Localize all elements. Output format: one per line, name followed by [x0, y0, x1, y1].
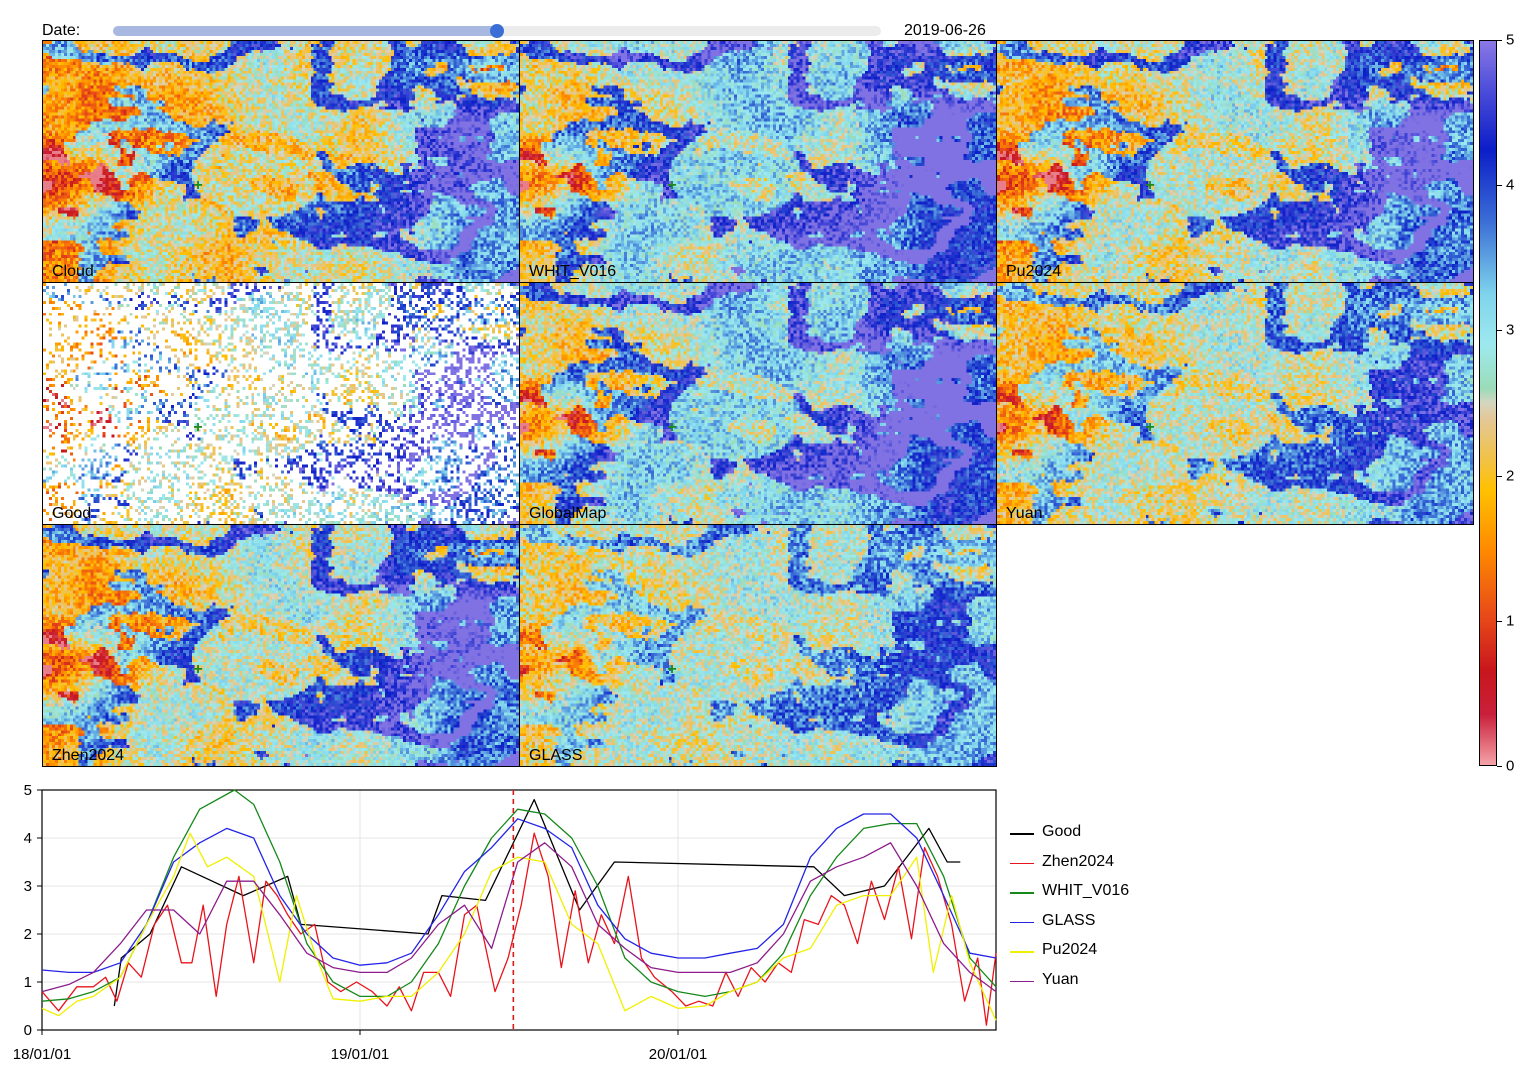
map-panel-whit-v016[interactable]: + WHIT_V016: [519, 40, 997, 283]
y-tick-label: 4: [24, 830, 32, 847]
location-marker-icon: +: [667, 177, 677, 194]
legend-label: Yuan: [1042, 970, 1079, 988]
map-panel-label: GLASS: [529, 747, 583, 764]
series-line-whit-v016: [41, 789, 997, 1002]
series-line-glass: [41, 813, 997, 974]
legend-label: Good: [1042, 823, 1082, 840]
x-tick-label: 20/01/01: [649, 1046, 707, 1063]
map-raster: [520, 41, 996, 282]
legend-swatch: [1010, 921, 1034, 924]
location-marker-icon: +: [193, 419, 203, 436]
map-raster: [520, 283, 996, 524]
colorbar-tick: [1497, 766, 1502, 767]
location-marker-icon: +: [193, 177, 203, 194]
map-panel-label: Pu2024: [1006, 263, 1062, 280]
map-panel-globalmap[interactable]: + GlobalMap: [519, 282, 997, 525]
legend-swatch: [1010, 951, 1034, 953]
legend-label: WHIT_V016: [1042, 882, 1130, 899]
x-tick-label: 19/01/01: [331, 1046, 389, 1063]
map-panel-pu2024[interactable]: + Pu2024: [996, 40, 1474, 283]
colorbar-tick: [1497, 330, 1502, 332]
map-raster: [997, 283, 1473, 524]
map-panel-label: Zhen2024: [52, 747, 125, 764]
date-slider-fill: [113, 26, 497, 36]
colorbar-tick-label: 1: [1506, 612, 1515, 630]
y-tick-label: 5: [24, 782, 32, 799]
map-raster: [520, 525, 996, 766]
map-panel-good[interactable]: + Good: [42, 282, 520, 525]
legend-swatch: [1010, 892, 1034, 894]
map-panel-label: WHIT_V016: [529, 263, 617, 280]
map-raster: [997, 41, 1473, 282]
date-slider-knob[interactable]: [490, 24, 504, 38]
location-marker-icon: +: [667, 419, 677, 436]
colorbar-tick: [1497, 40, 1502, 41]
colorbar-tick: [1497, 475, 1502, 477]
legend-label: Pu2024: [1042, 941, 1098, 958]
y-tick-label: 0: [24, 1022, 32, 1039]
series-line-zhen2024: [41, 832, 997, 1026]
map-panel-yuan[interactable]: + Yuan: [996, 282, 1474, 525]
legend-swatch: [1010, 833, 1034, 835]
time-series-chart: 0 1 2 3 4 5 18/01/01 19/01/01 20/01/01: [13, 782, 997, 1063]
colorbar-tick-label: 3: [1506, 321, 1515, 339]
map-panel-glass[interactable]: + GLASS: [519, 524, 997, 767]
plot-frame: [41, 789, 997, 1031]
colorbar-tick: [1497, 620, 1502, 622]
map-panel-label: Yuan: [1006, 505, 1043, 522]
date-slider-value: 2019-06-26: [904, 22, 986, 39]
colorbar-tick-label: 5: [1506, 31, 1515, 49]
y-tick-label: 3: [24, 878, 32, 895]
series-line-yuan: [41, 842, 997, 993]
legend-swatch: [1010, 980, 1034, 983]
legend-label: GLASS: [1042, 911, 1096, 929]
location-marker-icon: +: [667, 661, 677, 678]
map-panel-label: Cloud: [52, 263, 94, 280]
colorbar-tick-label: 0: [1506, 757, 1515, 775]
x-tick-label: 18/01/01: [13, 1046, 71, 1063]
series-line-pu2024: [41, 832, 997, 1021]
location-marker-icon: +: [1145, 419, 1155, 436]
series-line-good: [113, 798, 961, 1007]
y-tick-label: 2: [24, 926, 32, 943]
y-tick-label: 1: [24, 974, 32, 991]
colorbar-tick: [1497, 185, 1502, 187]
date-slider-label: Date:: [42, 22, 81, 39]
location-marker-icon: +: [193, 661, 203, 678]
location-marker-icon: +: [1145, 177, 1155, 194]
map-raster: [43, 41, 519, 282]
map-raster: [43, 525, 519, 766]
map-panel-label: GlobalMap: [529, 505, 607, 522]
date-slider-track[interactable]: [113, 24, 881, 38]
legend-swatch: [1010, 862, 1034, 865]
colorbar-tick-label: 4: [1506, 176, 1515, 194]
legend-label: Zhen2024: [1042, 852, 1115, 870]
map-raster: [43, 283, 519, 524]
colorbar: [1479, 40, 1497, 766]
colorbar-tick-label: 2: [1506, 467, 1515, 485]
map-panel-label: Good: [52, 505, 92, 522]
map-panel-zhen2024[interactable]: + Zhen2024: [42, 524, 520, 767]
map-panel-cloud[interactable]: + Cloud: [42, 40, 520, 283]
